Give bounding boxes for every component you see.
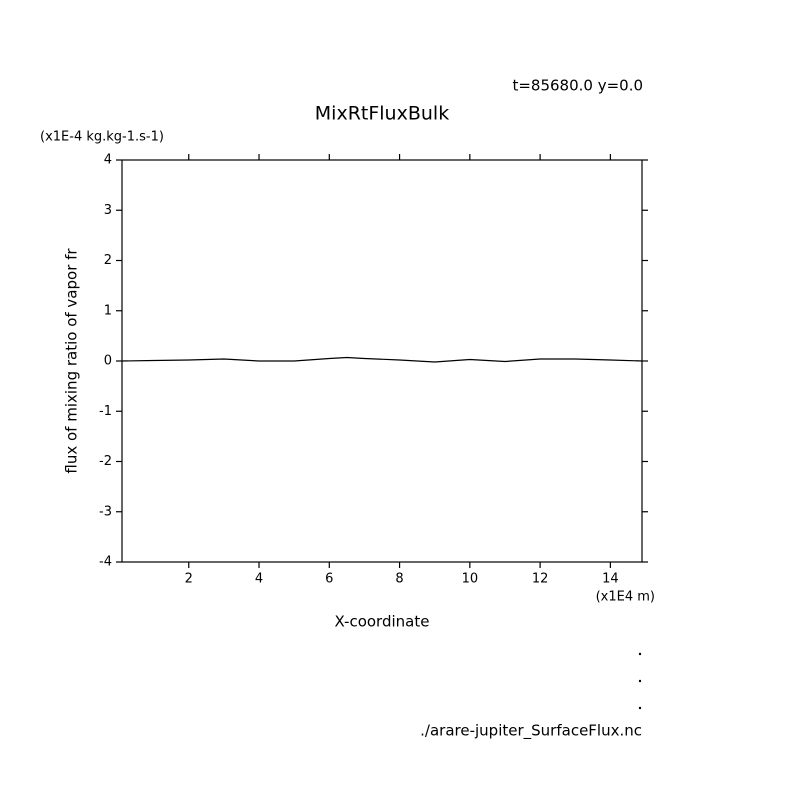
x-tick-label: 8 xyxy=(395,572,403,587)
x-tick-label: 2 xyxy=(185,572,193,587)
y-tick-label: -1 xyxy=(99,404,112,419)
y-tick-label: -3 xyxy=(99,504,112,519)
x-tick-label: 10 xyxy=(462,572,479,587)
x-unit: (x1E4 m) xyxy=(596,590,655,605)
x-axis-label: X-coordinate xyxy=(335,613,430,631)
y-tick-label: 1 xyxy=(104,303,112,318)
y-axis-label: flux of mixing ratio of vapor fr xyxy=(63,248,81,474)
y-tick-label: 3 xyxy=(104,203,112,218)
line xyxy=(121,356,643,363)
x-tick-label: 6 xyxy=(325,572,333,587)
dot xyxy=(638,679,642,683)
y-tick-label: 0 xyxy=(104,354,112,369)
x-tick-label: 12 xyxy=(532,572,549,587)
dot xyxy=(638,706,642,710)
y-tick-label: -2 xyxy=(99,454,112,469)
y-unit: (x1E-4 kg.kg-1.s-1) xyxy=(40,130,164,145)
y-tick-label: -4 xyxy=(99,555,112,570)
file-name: ./arare-jupiter_SurfaceFlux.nc xyxy=(420,722,642,741)
y-tick-label: 4 xyxy=(104,153,112,168)
plot-frame xyxy=(121,159,643,563)
chart-title: MixRtFluxBulk xyxy=(315,103,449,125)
x-tick-label: 4 xyxy=(255,572,263,587)
chart-subtitle: t=85680.0 y=0.0 xyxy=(512,77,643,95)
y-tick-label: 2 xyxy=(104,253,112,268)
dot xyxy=(638,652,642,656)
x-tick-label: 14 xyxy=(602,572,619,587)
